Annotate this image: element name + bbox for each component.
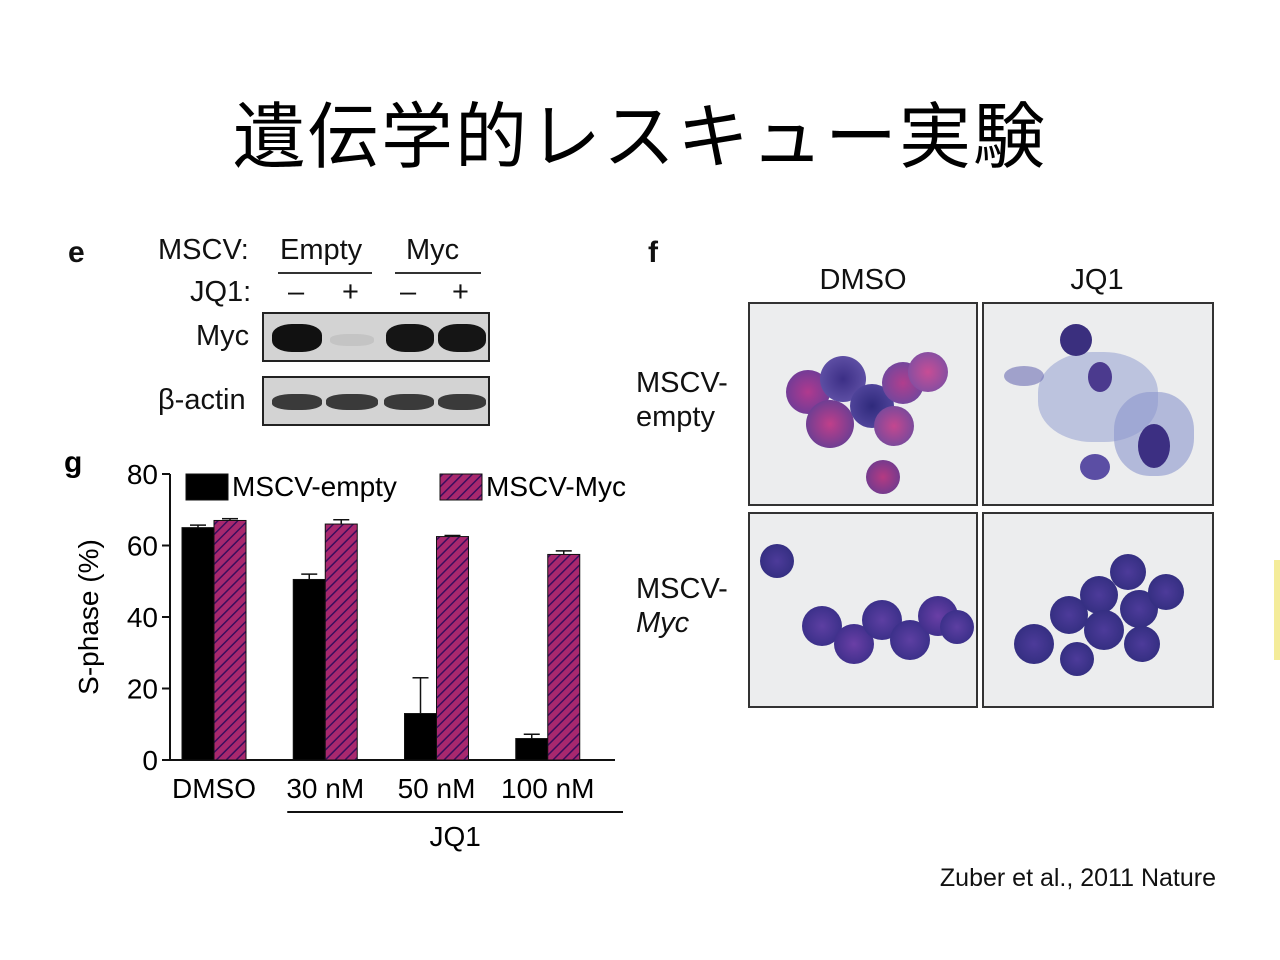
treatment-3: – — [400, 276, 417, 308]
cell — [1124, 626, 1160, 662]
bar-mscv-myc — [324, 523, 358, 761]
cell — [874, 406, 914, 446]
group-empty-label: Empty — [280, 234, 363, 266]
treatment-1: – — [288, 276, 305, 308]
cell — [1014, 624, 1054, 664]
row1-label-line1: MSCV- — [636, 367, 728, 399]
bar-mscv-myc — [436, 536, 469, 761]
bar-mscv-empty — [515, 738, 549, 761]
cell — [760, 544, 794, 578]
cell — [866, 460, 900, 494]
row1-label: MSCV- empty — [636, 366, 728, 434]
jq1-label: JQ1: — [190, 276, 252, 308]
y-tick-label: 80 — [127, 459, 158, 490]
row2-label-line2: Myc — [636, 607, 690, 639]
cell — [908, 352, 948, 392]
panel-e-letter: e — [68, 236, 85, 269]
x-tick-label: 30 nM — [286, 773, 364, 804]
cell — [1080, 454, 1110, 480]
bar-mscv-myc — [547, 553, 581, 761]
x-tick-label: 50 nM — [398, 773, 476, 804]
actin-band-1 — [272, 394, 322, 410]
legend-label-mscv-empty: MSCV-empty — [232, 471, 397, 502]
x-tick-label: 100 nM — [501, 773, 594, 804]
edge-highlight — [1274, 560, 1280, 660]
cell — [806, 400, 854, 448]
row-label-myc: Myc — [196, 320, 250, 352]
actin-band-3 — [384, 394, 434, 410]
mscv-label: MSCV: — [158, 234, 249, 266]
cell — [1060, 642, 1094, 676]
myc-blot — [262, 312, 490, 362]
row2-label-line1: MSCV- — [636, 573, 728, 605]
group-empty-underline — [278, 272, 372, 274]
group-myc-label: Myc — [406, 234, 460, 266]
cell — [1110, 554, 1146, 590]
cell — [1004, 366, 1044, 386]
actin-blot — [262, 376, 490, 426]
actin-band-2 — [326, 394, 378, 410]
cell — [1084, 610, 1124, 650]
panel-f-letter: f — [648, 236, 658, 269]
y-tick-label: 40 — [127, 602, 158, 633]
cell — [1148, 574, 1184, 610]
micrograph-empty-jq1 — [982, 302, 1214, 506]
micrograph-myc-jq1 — [982, 512, 1214, 708]
legend-swatch-mscv-myc — [439, 473, 483, 501]
bar-mscv-empty — [292, 578, 326, 761]
x-tick-label: DMSO — [172, 773, 256, 804]
col-head-jq1: JQ1 — [1070, 264, 1124, 296]
row2-label: MSCV- Myc — [636, 572, 728, 640]
row1-label-line2: empty — [636, 401, 715, 433]
treatment-4: + — [452, 276, 469, 308]
y-tick-label: 20 — [127, 674, 158, 705]
myc-band-4 — [438, 324, 486, 352]
y-tick-label: 0 — [142, 745, 158, 776]
legend-swatch-mscv-empty — [185, 473, 229, 501]
cell — [1060, 324, 1092, 356]
y-tick-label: 60 — [127, 531, 158, 562]
s-phase-chart: g 0 20 40 60 80 S-phase (%) DMSO 30 nM 50 nM 100 n… — [64, 446, 626, 852]
myc-band-3 — [386, 324, 434, 352]
actin-band-4 — [438, 394, 486, 410]
row-label-actin: β-actin — [158, 384, 246, 416]
cell — [1080, 576, 1118, 614]
bar-mscv-empty — [404, 713, 437, 761]
citation: Zuber et al., 2011 Nature — [939, 864, 1216, 892]
myc-band-1 — [272, 324, 322, 352]
cell — [940, 610, 974, 644]
y-axis-label: S-phase (%) — [73, 539, 104, 695]
bar-mscv-empty — [181, 527, 215, 761]
micrograph-myc-dmso — [748, 512, 978, 708]
col-head-dmso: DMSO — [819, 264, 907, 296]
bar-mscv-myc — [213, 519, 247, 761]
slide-title: 遺伝学的レスキュー実験 — [232, 95, 1047, 179]
myc-band-2 — [330, 334, 374, 346]
x-group-label: JQ1 — [429, 821, 480, 852]
cell — [1138, 424, 1170, 468]
legend-label-mscv-myc: MSCV-Myc — [486, 471, 626, 502]
panel-g-letter: g — [64, 446, 82, 479]
micrograph-empty-dmso — [748, 302, 978, 506]
treatment-2: + — [342, 276, 359, 308]
cell — [1088, 362, 1112, 392]
group-myc-underline — [395, 272, 481, 274]
